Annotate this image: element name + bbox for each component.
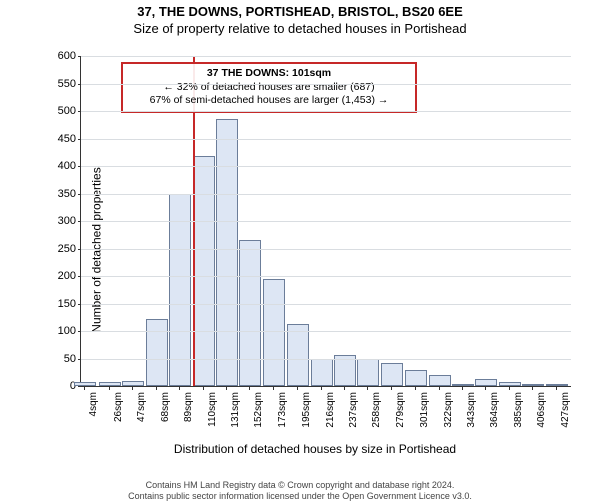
- ytick-label: 450: [50, 133, 76, 145]
- xtick-label: 322sqm: [443, 392, 454, 436]
- xtick-label: 173sqm: [277, 392, 288, 436]
- chart-title-line1: 37, THE DOWNS, PORTISHEAD, BRISTOL, BS20…: [0, 4, 600, 19]
- ytick-label: 200: [50, 270, 76, 282]
- xtick-label: 406sqm: [536, 392, 547, 436]
- bar: [522, 384, 544, 386]
- bar: [99, 382, 121, 386]
- ytick-label: 400: [50, 160, 76, 172]
- bar: [475, 379, 497, 386]
- xtick-mark: [344, 386, 345, 390]
- bar: [452, 384, 474, 386]
- bar: [429, 375, 451, 386]
- bar: [216, 119, 238, 386]
- xtick-mark: [439, 386, 440, 390]
- ytick-label: 500: [50, 105, 76, 117]
- bar: [381, 363, 403, 386]
- xtick-label: 343sqm: [466, 392, 477, 436]
- xtick-mark: [391, 386, 392, 390]
- ytick-label: 300: [50, 215, 76, 227]
- ytick-label: 100: [50, 325, 76, 337]
- xtick-mark: [132, 386, 133, 390]
- xtick-mark: [109, 386, 110, 390]
- xtick-mark: [367, 386, 368, 390]
- bar: [74, 382, 96, 386]
- annotation-line1: 37 THE DOWNS: 101sqm: [129, 67, 409, 81]
- xtick-label: 216sqm: [325, 392, 336, 436]
- gridline: [81, 331, 571, 332]
- gridline: [81, 111, 571, 112]
- chart-area: Number of detached properties 0501001502…: [50, 50, 580, 450]
- bar: [546, 384, 568, 386]
- gridline: [81, 84, 571, 85]
- annotation-line3: 67% of semi-detached houses are larger (…: [129, 94, 409, 108]
- xtick-mark: [321, 386, 322, 390]
- bar: [287, 324, 309, 386]
- bar: [169, 194, 191, 387]
- gridline: [81, 194, 571, 195]
- xtick-mark: [249, 386, 250, 390]
- xtick-mark: [273, 386, 274, 390]
- footer-attribution: Contains HM Land Registry data © Crown c…: [0, 480, 600, 503]
- xtick-mark: [156, 386, 157, 390]
- footer-line2: Contains public sector information licen…: [0, 491, 600, 502]
- bar: [311, 359, 333, 387]
- annotation-box: 37 THE DOWNS: 101sqm ← 32% of detached h…: [121, 62, 417, 113]
- ytick-label: 50: [50, 353, 76, 365]
- x-axis-label: Distribution of detached houses by size …: [50, 442, 580, 456]
- xtick-mark: [84, 386, 85, 390]
- xtick-mark: [556, 386, 557, 390]
- plot-region: 37 THE DOWNS: 101sqm ← 32% of detached h…: [80, 56, 571, 387]
- gridline: [81, 359, 571, 360]
- ytick-label: 350: [50, 188, 76, 200]
- xtick-label: 427sqm: [560, 392, 571, 436]
- bar: [193, 156, 215, 386]
- bar: [405, 370, 427, 387]
- xtick-label: 47sqm: [136, 392, 147, 436]
- ytick-label: 550: [50, 78, 76, 90]
- xtick-label: 237sqm: [348, 392, 359, 436]
- bar: [357, 359, 379, 387]
- bar: [146, 319, 168, 386]
- gridline: [81, 249, 571, 250]
- gridline: [81, 166, 571, 167]
- xtick-mark: [179, 386, 180, 390]
- xtick-label: 258sqm: [371, 392, 382, 436]
- xtick-label: 195sqm: [301, 392, 312, 436]
- gridline: [81, 221, 571, 222]
- xtick-mark: [415, 386, 416, 390]
- xtick-label: 385sqm: [513, 392, 524, 436]
- xtick-mark: [532, 386, 533, 390]
- xtick-label: 26sqm: [113, 392, 124, 436]
- xtick-label: 131sqm: [230, 392, 241, 436]
- xtick-label: 89sqm: [183, 392, 194, 436]
- gridline: [81, 139, 571, 140]
- xtick-label: 279sqm: [395, 392, 406, 436]
- ytick-label: 250: [50, 243, 76, 255]
- xtick-label: 152sqm: [253, 392, 264, 436]
- chart-title-block: 37, THE DOWNS, PORTISHEAD, BRISTOL, BS20…: [0, 4, 600, 36]
- ytick-label: 600: [50, 50, 76, 62]
- footer-line1: Contains HM Land Registry data © Crown c…: [0, 480, 600, 491]
- ytick-label: 150: [50, 298, 76, 310]
- xtick-label: 364sqm: [489, 392, 500, 436]
- bar: [499, 382, 521, 386]
- xtick-mark: [509, 386, 510, 390]
- xtick-label: 301sqm: [419, 392, 430, 436]
- chart-title-line2: Size of property relative to detached ho…: [0, 21, 600, 36]
- xtick-mark: [203, 386, 204, 390]
- ytick-label: 0: [50, 380, 76, 392]
- xtick-label: 110sqm: [207, 392, 218, 436]
- bar: [239, 240, 261, 386]
- bar: [122, 381, 144, 387]
- xtick-mark: [485, 386, 486, 390]
- gridline: [81, 276, 571, 277]
- xtick-label: 4sqm: [88, 392, 99, 436]
- xtick-mark: [297, 386, 298, 390]
- xtick-label: 68sqm: [160, 392, 171, 436]
- bar: [263, 279, 285, 386]
- xtick-mark: [226, 386, 227, 390]
- gridline: [81, 56, 571, 57]
- gridline: [81, 304, 571, 305]
- xtick-mark: [462, 386, 463, 390]
